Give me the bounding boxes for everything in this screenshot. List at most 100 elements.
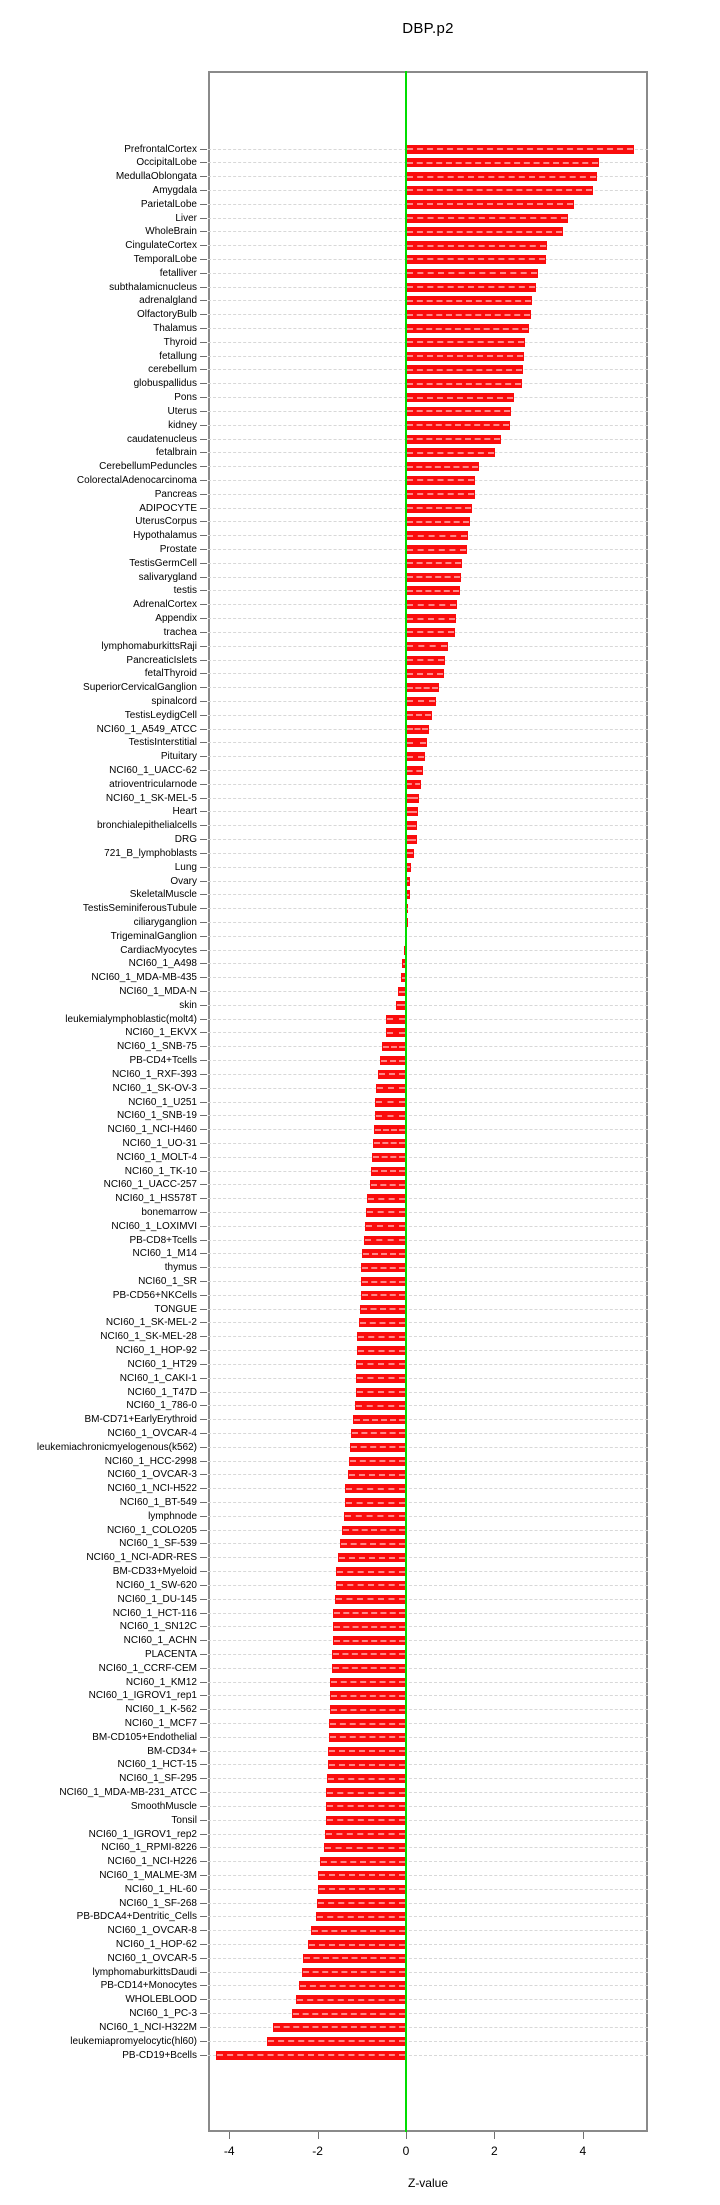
y-tick-mark: [200, 825, 207, 827]
category-label: NCI60_1_OVCAR-5: [107, 1952, 197, 1964]
category-label: NCI60_1_CCRF-CEM: [98, 1662, 197, 1674]
bar: [406, 393, 515, 403]
bar: [332, 1622, 406, 1632]
bar: [406, 752, 425, 762]
category-label: PB-CD14+Monocytes: [100, 1980, 197, 1992]
y-tick-mark: [200, 1709, 207, 1711]
category-label: CingulateCortex: [125, 240, 197, 252]
bar: [350, 1428, 406, 1438]
grid-line: [208, 1930, 648, 1932]
category-label: NCI60_1_OVCAR-4: [107, 1427, 197, 1439]
grid-line: [208, 1792, 648, 1794]
y-tick-mark: [200, 1792, 207, 1794]
y-tick-mark: [200, 1156, 207, 1158]
y-tick-mark: [200, 1087, 207, 1089]
category-label: fetalbrain: [155, 447, 197, 459]
bar: [365, 1207, 406, 1217]
category-label: lymphnode: [148, 1510, 197, 1522]
bar: [379, 1056, 406, 1066]
bar: [345, 1484, 406, 1494]
y-tick-mark: [200, 1584, 207, 1586]
x-tick-label: 2: [491, 2144, 498, 2158]
grid-line: [208, 1308, 648, 1310]
grid-line: [208, 1778, 648, 1780]
bar: [325, 1829, 406, 1839]
bar: [406, 779, 422, 789]
y-tick-mark: [200, 1474, 207, 1476]
y-tick-mark: [200, 949, 207, 951]
category-label: NCI60_1_HL-60: [124, 1883, 197, 1895]
grid-line: [208, 1999, 648, 2001]
bar: [406, 531, 468, 541]
bar: [406, 793, 420, 803]
category-label: NCI60_1_CAKI-1: [119, 1372, 197, 1384]
grid-line: [208, 935, 648, 937]
y-tick-mark: [200, 286, 207, 288]
grid-line: [208, 756, 648, 758]
bar: [295, 1995, 406, 2005]
bar: [406, 241, 548, 251]
y-tick-mark: [200, 562, 207, 564]
y-tick-mark: [200, 756, 207, 758]
bar: [406, 406, 511, 416]
y-tick-mark: [200, 1225, 207, 1227]
x-tick-label: 4: [579, 2144, 587, 2158]
x-tick-mark: [494, 2132, 496, 2139]
category-label: NCI60_1_A549_ATCC: [96, 723, 197, 735]
grid-line: [208, 963, 648, 965]
grid-line: [208, 783, 648, 785]
y-tick-mark: [200, 1018, 207, 1020]
y-tick-mark: [200, 1391, 207, 1393]
bar: [377, 1069, 406, 1079]
bar: [324, 1843, 406, 1853]
category-label: caudatenucleus: [126, 433, 197, 445]
category-label: leukemialymphoblastic(molt4): [65, 1013, 197, 1025]
bar: [355, 1387, 406, 1397]
y-tick-mark: [200, 687, 207, 689]
y-tick-mark: [200, 1874, 207, 1876]
bar: [326, 1788, 406, 1798]
category-label: spinalcord: [151, 695, 197, 707]
category-label: NCI60_1_SN12C: [119, 1621, 197, 1633]
y-tick-mark: [200, 1667, 207, 1669]
grid-line: [208, 1653, 648, 1655]
category-label: NCI60_1_K-562: [125, 1704, 197, 1716]
category-label: NCI60_1_IGROV1_rep1: [88, 1690, 197, 1702]
y-tick-mark: [200, 1543, 207, 1545]
grid-line: [208, 1060, 648, 1062]
category-label: Pancreas: [154, 488, 197, 500]
grid-line: [208, 770, 648, 772]
bar: [374, 1111, 406, 1121]
grid-line: [208, 1156, 648, 1158]
grid-line: [208, 1709, 648, 1711]
y-tick-mark: [200, 1502, 207, 1504]
y-tick-mark: [200, 1239, 207, 1241]
bar: [316, 1912, 406, 1922]
grid-line: [208, 1391, 648, 1393]
bar: [364, 1221, 406, 1231]
bar: [354, 1401, 406, 1411]
grid-line: [208, 1612, 648, 1614]
category-label: skin: [179, 999, 197, 1011]
grid-line: [208, 908, 648, 910]
category-label: leukemiachronicmyelogenous(k562): [36, 1441, 197, 1453]
y-tick-mark: [200, 645, 207, 647]
bar: [406, 545, 468, 555]
bar: [319, 1857, 406, 1867]
y-tick-mark: [200, 921, 207, 923]
bar: [398, 987, 406, 996]
grid-line: [208, 1170, 648, 1172]
bar: [406, 268, 539, 278]
grid-line: [208, 1847, 648, 1849]
bar: [386, 1014, 406, 1024]
category-label: NCI60_1_HCT-116: [112, 1607, 197, 1619]
grid-line: [208, 1253, 648, 1255]
bar: [364, 1235, 406, 1245]
grid-line: [208, 1944, 648, 1945]
bar: [327, 1760, 406, 1770]
bar: [406, 600, 457, 610]
category-label: DRG: [174, 834, 197, 846]
category-label: NCI60_1_SR: [138, 1276, 197, 1288]
bar: [406, 448, 495, 458]
grid-line: [208, 1681, 648, 1683]
